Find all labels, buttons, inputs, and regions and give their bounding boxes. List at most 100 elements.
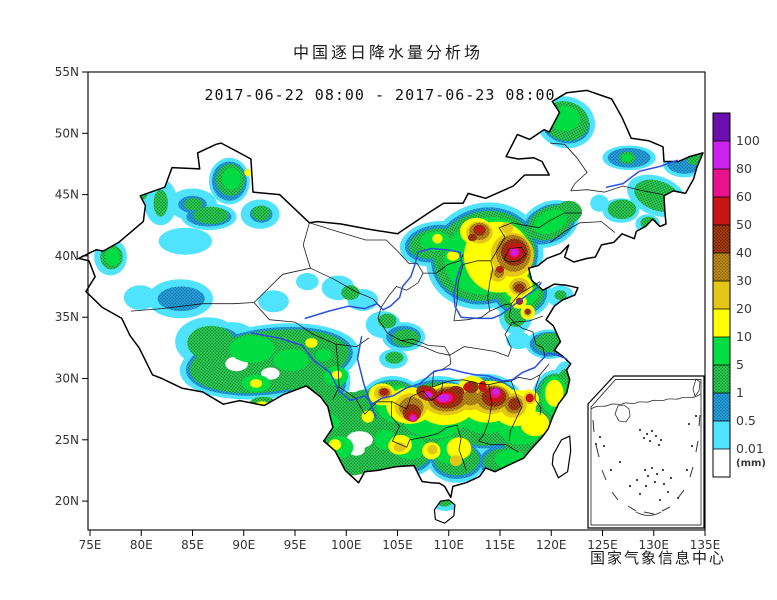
inset-island-dot	[690, 444, 694, 448]
inset-dash-line	[627, 505, 637, 512]
x-tick-label: 85E	[181, 538, 204, 552]
rain-blob	[315, 349, 332, 362]
province-boundary	[453, 260, 491, 321]
rain-blob	[461, 390, 480, 406]
rain-blob	[158, 227, 212, 255]
river-line	[251, 332, 568, 405]
province-boundary	[332, 344, 340, 400]
inset-island-dot	[609, 468, 613, 472]
legend-label: 80	[736, 161, 752, 176]
inset-dash-line	[592, 419, 595, 433]
legend-band	[713, 281, 730, 309]
legend-band	[713, 393, 730, 421]
rain-blob	[261, 367, 280, 380]
inset-island-dot	[694, 414, 698, 418]
x-tick-label: 90E	[232, 538, 255, 552]
river-line	[356, 336, 377, 419]
legend-band	[713, 197, 730, 225]
rain-blob	[258, 290, 289, 313]
rain-blob	[331, 370, 343, 380]
rain-blob	[296, 273, 319, 291]
rain-blob	[393, 442, 406, 453]
legend-band	[713, 421, 730, 449]
plot-frame	[87, 71, 706, 531]
rain-blob	[157, 286, 205, 312]
x-tick-label: 75E	[79, 538, 102, 552]
x-tick-label: 95E	[284, 538, 307, 552]
rain-blob	[520, 411, 550, 437]
legend-label: 100	[736, 133, 760, 148]
rain-blob	[244, 168, 252, 177]
province-boundary	[449, 321, 513, 357]
legend-label: 40	[736, 245, 752, 260]
inset-island-dot	[658, 498, 662, 502]
inset-island-dot	[666, 490, 670, 494]
inset-island-dot	[635, 478, 639, 482]
rain-blob	[346, 431, 373, 449]
legend-label: 5	[736, 357, 744, 372]
inset-dash-line	[698, 414, 701, 427]
rain-blob	[497, 266, 503, 272]
rain-blob	[475, 225, 484, 233]
inset-island-dot	[628, 484, 632, 488]
inset-outer-border	[587, 375, 705, 529]
date-range-label: 2017-06-22 08:00 - 2017-06-23 08:00	[204, 86, 555, 104]
inset-hainan	[614, 404, 631, 423]
rain-blob	[250, 379, 263, 388]
rain-blob	[449, 455, 462, 467]
inset-island-dot	[643, 468, 647, 472]
rain-blob	[153, 189, 168, 217]
province-boundary	[309, 222, 424, 308]
legend-label: 1	[736, 385, 744, 400]
rain-blob	[432, 233, 443, 244]
rain-blob	[252, 205, 271, 221]
inset-dash-line	[695, 440, 699, 453]
rain-blob	[273, 349, 309, 372]
x-tick-label: 110E	[434, 538, 465, 552]
inset-dash-line	[689, 466, 694, 478]
inset-island-dot	[648, 439, 652, 443]
inset-island-dot	[669, 476, 673, 480]
rain-field-layer	[94, 96, 703, 511]
legend-label: 20	[736, 301, 752, 316]
x-tick-label: 80E	[130, 538, 153, 552]
rain-blob	[463, 383, 472, 391]
inset-island-dot	[661, 468, 665, 472]
inset-dash-line	[601, 469, 607, 481]
credit-label: 国家气象信息中心	[590, 549, 726, 567]
rain-blob	[492, 388, 500, 395]
inset-island-dot	[687, 422, 691, 426]
inset-island-dot	[645, 432, 649, 436]
inset-island-dot	[654, 434, 658, 438]
inset-island-dot	[650, 466, 654, 470]
inset-dash-line	[611, 491, 619, 501]
province-boundary	[432, 363, 550, 388]
rain-blob	[392, 329, 420, 347]
inset-island-dot	[594, 442, 598, 446]
rain-blob	[187, 325, 235, 361]
rain-blob	[424, 392, 432, 398]
x-tick-label: 130E	[639, 538, 670, 552]
rain-blob	[446, 251, 459, 261]
rain-blob	[410, 416, 416, 421]
province-boundary	[549, 221, 616, 243]
inset-island-dot	[642, 436, 646, 440]
province-boundary	[512, 321, 546, 358]
rivers-layer	[251, 159, 679, 419]
province-boundary	[510, 281, 541, 304]
river-line	[304, 247, 542, 320]
axes-frame-layer: 75E 80E 85E 90E 95E 100E 105E 110E 115E 120E 125E 1…	[55, 65, 721, 552]
inset-island-dot	[638, 428, 642, 432]
inset-island-dot	[685, 468, 689, 472]
inset-island-dot	[598, 435, 602, 439]
legend-unit-label: (mm)	[736, 458, 766, 469]
legend-band	[713, 169, 730, 197]
y-tick-label: 45N	[55, 188, 79, 202]
rain-blob	[229, 335, 275, 363]
legend-band	[713, 225, 730, 253]
rain-blob	[381, 389, 387, 395]
x-tick-label: 115E	[485, 538, 516, 552]
rain-blob	[467, 233, 477, 242]
legend-band	[713, 365, 730, 393]
